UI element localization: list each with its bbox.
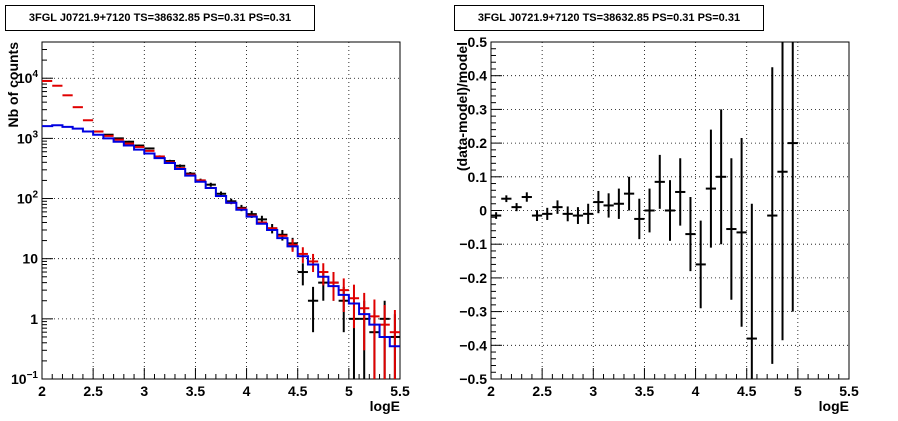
x-tick-label: 2 xyxy=(487,383,495,399)
residuals-point xyxy=(767,67,778,364)
model-red-point xyxy=(318,263,329,286)
x-tick-label: 2 xyxy=(38,383,46,399)
residuals-point xyxy=(593,190,604,214)
counts-chart: 2 2.5 3 3.5 4 4.5 5 5.5 10−1 1 10 102 103 104 logE Nb o… xyxy=(5,41,410,414)
model-red-point xyxy=(359,292,370,351)
left-pad: 3FGL J0721.9+7120 TS=38632.85 PS=0.31 PS… xyxy=(5,5,410,414)
residuals-point xyxy=(644,188,655,233)
y-tick-label: 104 xyxy=(17,69,39,86)
residual-chart: 2 2.5 3 3.5 4 4.5 5 5.5 −0.5 −0.4 −0.3 −0.2 −0.1 0 0.1… xyxy=(454,34,859,414)
x-tick-label: 3 xyxy=(140,383,148,399)
plot-frame xyxy=(41,41,401,380)
residuals-point xyxy=(675,158,686,226)
residuals-point xyxy=(787,42,798,312)
residuals-point xyxy=(542,207,553,220)
model-red-point xyxy=(297,247,308,263)
residuals-point xyxy=(716,109,727,245)
y-tick-label: 0 xyxy=(479,203,487,219)
data-point xyxy=(307,286,319,333)
residuals-point xyxy=(521,192,532,202)
y-tick-label: 0.2 xyxy=(468,135,488,151)
model-red-point xyxy=(379,304,390,379)
x-tick-label: 3.5 xyxy=(186,383,206,399)
x-tick-label: 5 xyxy=(794,383,802,399)
residuals-point xyxy=(634,198,645,240)
residuals-point xyxy=(491,212,502,219)
residuals-point xyxy=(552,200,563,214)
model-step-line xyxy=(42,124,400,348)
residuals-point xyxy=(777,42,788,341)
data-point xyxy=(297,263,308,286)
right-pad: 3FGL J0721.9+7120 TS=38632.85 PS=0.31 PS… xyxy=(449,0,898,421)
data-point xyxy=(205,182,216,187)
y-axis-title: Nb of counts xyxy=(5,42,21,128)
residuals-point xyxy=(583,203,594,224)
x-tick-label: 5 xyxy=(345,383,353,399)
data-point xyxy=(123,140,135,143)
y-tick-label: 102 xyxy=(17,190,39,207)
data-point xyxy=(174,164,186,168)
x-tick-label: 5.5 xyxy=(839,383,859,399)
x-tick-label: 4.5 xyxy=(737,383,757,399)
y-tick-label: 10−1 xyxy=(11,370,38,387)
y-tick-label: 0.1 xyxy=(468,169,488,185)
x-tick-label: 5.5 xyxy=(390,383,410,399)
x-axis-title: logE xyxy=(370,398,400,414)
model-red-point xyxy=(369,299,380,379)
x-tick-label: 3.5 xyxy=(635,383,655,399)
residuals-point xyxy=(531,210,543,221)
residuals-point xyxy=(695,220,706,309)
x-axis-title: logE xyxy=(819,398,849,414)
residuals-point xyxy=(726,158,737,300)
y-tick-label: −0.2 xyxy=(459,270,487,286)
residuals-point xyxy=(654,154,665,209)
residuals-point xyxy=(511,203,522,212)
residuals-point xyxy=(746,203,757,379)
model-red-point xyxy=(348,284,360,329)
residuals-point xyxy=(705,129,717,248)
residuals-point xyxy=(736,138,747,327)
residuals-point xyxy=(603,193,614,218)
x-tick-label: 3 xyxy=(589,383,597,399)
residuals-point xyxy=(613,188,624,219)
y-axis-title: (data-model)/model xyxy=(454,42,470,171)
x-tick-label: 4.5 xyxy=(288,383,308,399)
chart-title: 3FGL J0721.9+7120 TS=38632.85 PS=0.31 PS… xyxy=(5,5,315,31)
chart-title: 3FGL J0721.9+7120 TS=38632.85 PS=0.31 PS… xyxy=(454,5,764,31)
y-tick-label: 10 xyxy=(22,251,38,267)
y-tick-label: −0.5 xyxy=(459,371,487,387)
model-red-point xyxy=(389,310,400,379)
residuals-point xyxy=(501,195,512,203)
y-tick-label: 0.5 xyxy=(468,34,488,50)
y-tick-label: 0.4 xyxy=(468,68,488,84)
x-tick-label: 4 xyxy=(692,383,700,399)
x-tick-label: 2.5 xyxy=(83,383,103,399)
y-tick-label: −0.1 xyxy=(459,236,487,252)
y-tick-label: 1 xyxy=(30,311,38,327)
residuals-point xyxy=(572,207,584,224)
y-tick-label: −0.4 xyxy=(459,337,487,353)
y-tick-label: −0.3 xyxy=(459,304,487,320)
y-tick-label: 103 xyxy=(17,129,39,146)
residuals-point xyxy=(562,206,573,222)
x-tick-label: 4 xyxy=(243,383,251,399)
x-tick-label: 2.5 xyxy=(532,383,552,399)
data-point xyxy=(144,147,155,150)
y-tick-label: 0.3 xyxy=(468,101,488,117)
residuals-point xyxy=(623,176,635,211)
residuals-point xyxy=(664,180,676,241)
residuals-point xyxy=(685,197,696,272)
model-red-point xyxy=(307,253,319,273)
